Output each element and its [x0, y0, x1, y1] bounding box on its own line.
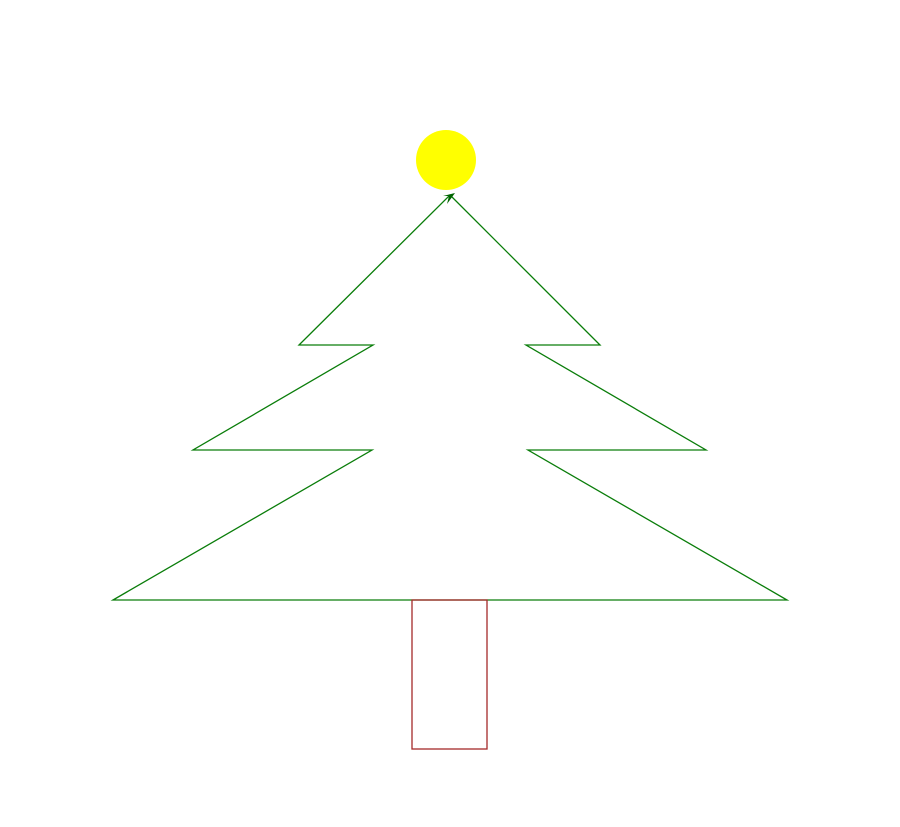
tree-outline: [110, 194, 790, 601]
tree-top-ornament: [416, 130, 476, 190]
tree-trunk: [411, 599, 488, 750]
turtle-cursor-icon: [443, 193, 455, 204]
